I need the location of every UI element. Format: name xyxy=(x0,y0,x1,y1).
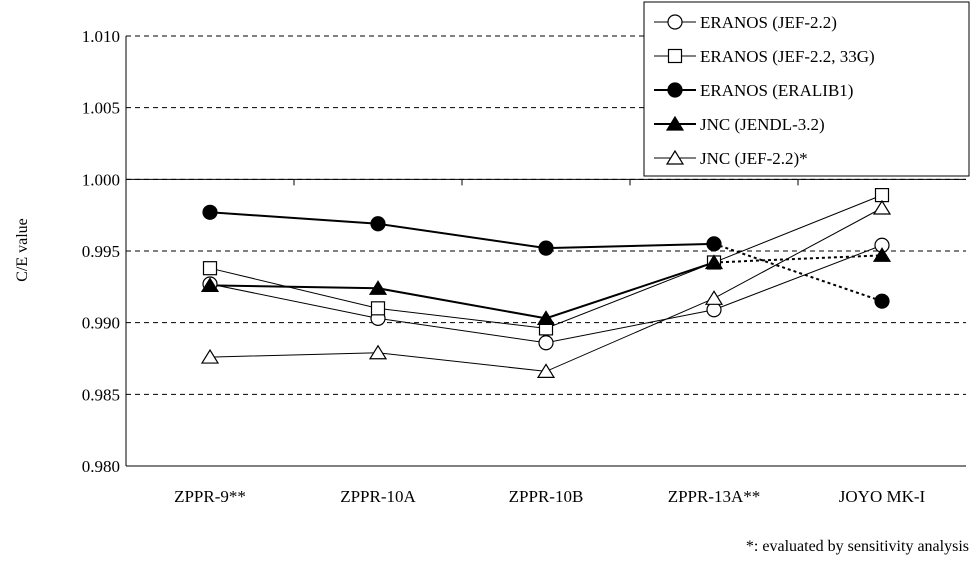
x-tick-label: ZPPR-13A** xyxy=(668,487,761,506)
series-markers-3 xyxy=(202,204,890,309)
data-point xyxy=(200,348,220,364)
x-tick-label: ZPPR-10A xyxy=(340,487,416,506)
legend-label: ERANOS (ERALIB1) xyxy=(700,81,853,100)
data-point xyxy=(536,310,556,325)
legend-marker xyxy=(667,48,683,64)
data-point xyxy=(370,216,386,232)
legend-marker xyxy=(665,149,685,165)
series-joyo-segment xyxy=(713,254,883,264)
data-point xyxy=(538,335,554,351)
series-line xyxy=(209,297,715,372)
series-line xyxy=(209,262,715,329)
legend-box xyxy=(643,1,970,177)
series-markers-5 xyxy=(200,199,892,378)
x-tick-label: JOYO MK-I xyxy=(839,487,926,506)
y-axis-label: C/E value xyxy=(14,218,31,282)
data-point xyxy=(706,236,722,252)
y-tick-label: 1.000 xyxy=(82,170,120,189)
data-point xyxy=(536,363,556,378)
data-point xyxy=(872,247,892,262)
x-tick-label: ZPPR-9** xyxy=(174,487,246,506)
series-layer xyxy=(200,188,892,378)
x-tick-label: ZPPR-10B xyxy=(509,487,584,506)
footnote: *: evaluated by sensitivity analysis xyxy=(746,538,969,555)
data-point xyxy=(704,254,724,270)
series-joyo-segment xyxy=(713,242,883,303)
data-point xyxy=(538,240,554,256)
legend-label: ERANOS (JEF-2.2, 33G) xyxy=(700,47,875,66)
data-point xyxy=(200,277,220,292)
data-point xyxy=(874,293,890,309)
axis-layer: 0.980 0.985 0.990 0.995 1.000 1.005 1.010 ZPPR-… xyxy=(82,27,966,506)
data-point xyxy=(368,280,388,295)
y-tick-label: 0.990 xyxy=(82,314,120,333)
series-line xyxy=(209,211,715,250)
legend: ERANOS (JEF-2.2) ERANOS (JEF-2.2, 33G) ERA… xyxy=(643,1,970,177)
series-4 xyxy=(209,254,883,320)
data-point xyxy=(370,301,386,316)
series-line xyxy=(209,261,715,320)
legend-marker xyxy=(667,14,683,30)
data-point xyxy=(872,199,892,215)
series-5 xyxy=(209,207,883,372)
legend-marker xyxy=(665,115,685,131)
y-tick-label: 1.005 xyxy=(82,99,120,118)
series-joyo-segment xyxy=(713,207,883,299)
data-point xyxy=(368,344,388,360)
series-3 xyxy=(209,211,883,303)
data-point xyxy=(202,204,218,220)
series-markers-4 xyxy=(200,247,892,325)
series-2 xyxy=(209,194,883,329)
legend-label: ERANOS (JEF-2.2) xyxy=(700,13,837,32)
data-point xyxy=(704,290,724,305)
y-tick-label: 1.010 xyxy=(82,27,120,46)
legend-label: JNC (JEF-2.2)* xyxy=(700,149,808,168)
series-joyo-segment xyxy=(713,244,883,311)
series-joyo-segment xyxy=(713,194,883,263)
legend-label: JNC (JENDL-3.2) xyxy=(700,115,825,134)
y-tick-label: 0.980 xyxy=(82,457,120,476)
legend-marker xyxy=(667,82,683,98)
y-tick-label: 0.995 xyxy=(82,242,120,261)
y-tick-label: 0.985 xyxy=(82,385,120,404)
series-line xyxy=(209,283,715,344)
data-point xyxy=(874,188,890,203)
data-point xyxy=(202,261,218,276)
